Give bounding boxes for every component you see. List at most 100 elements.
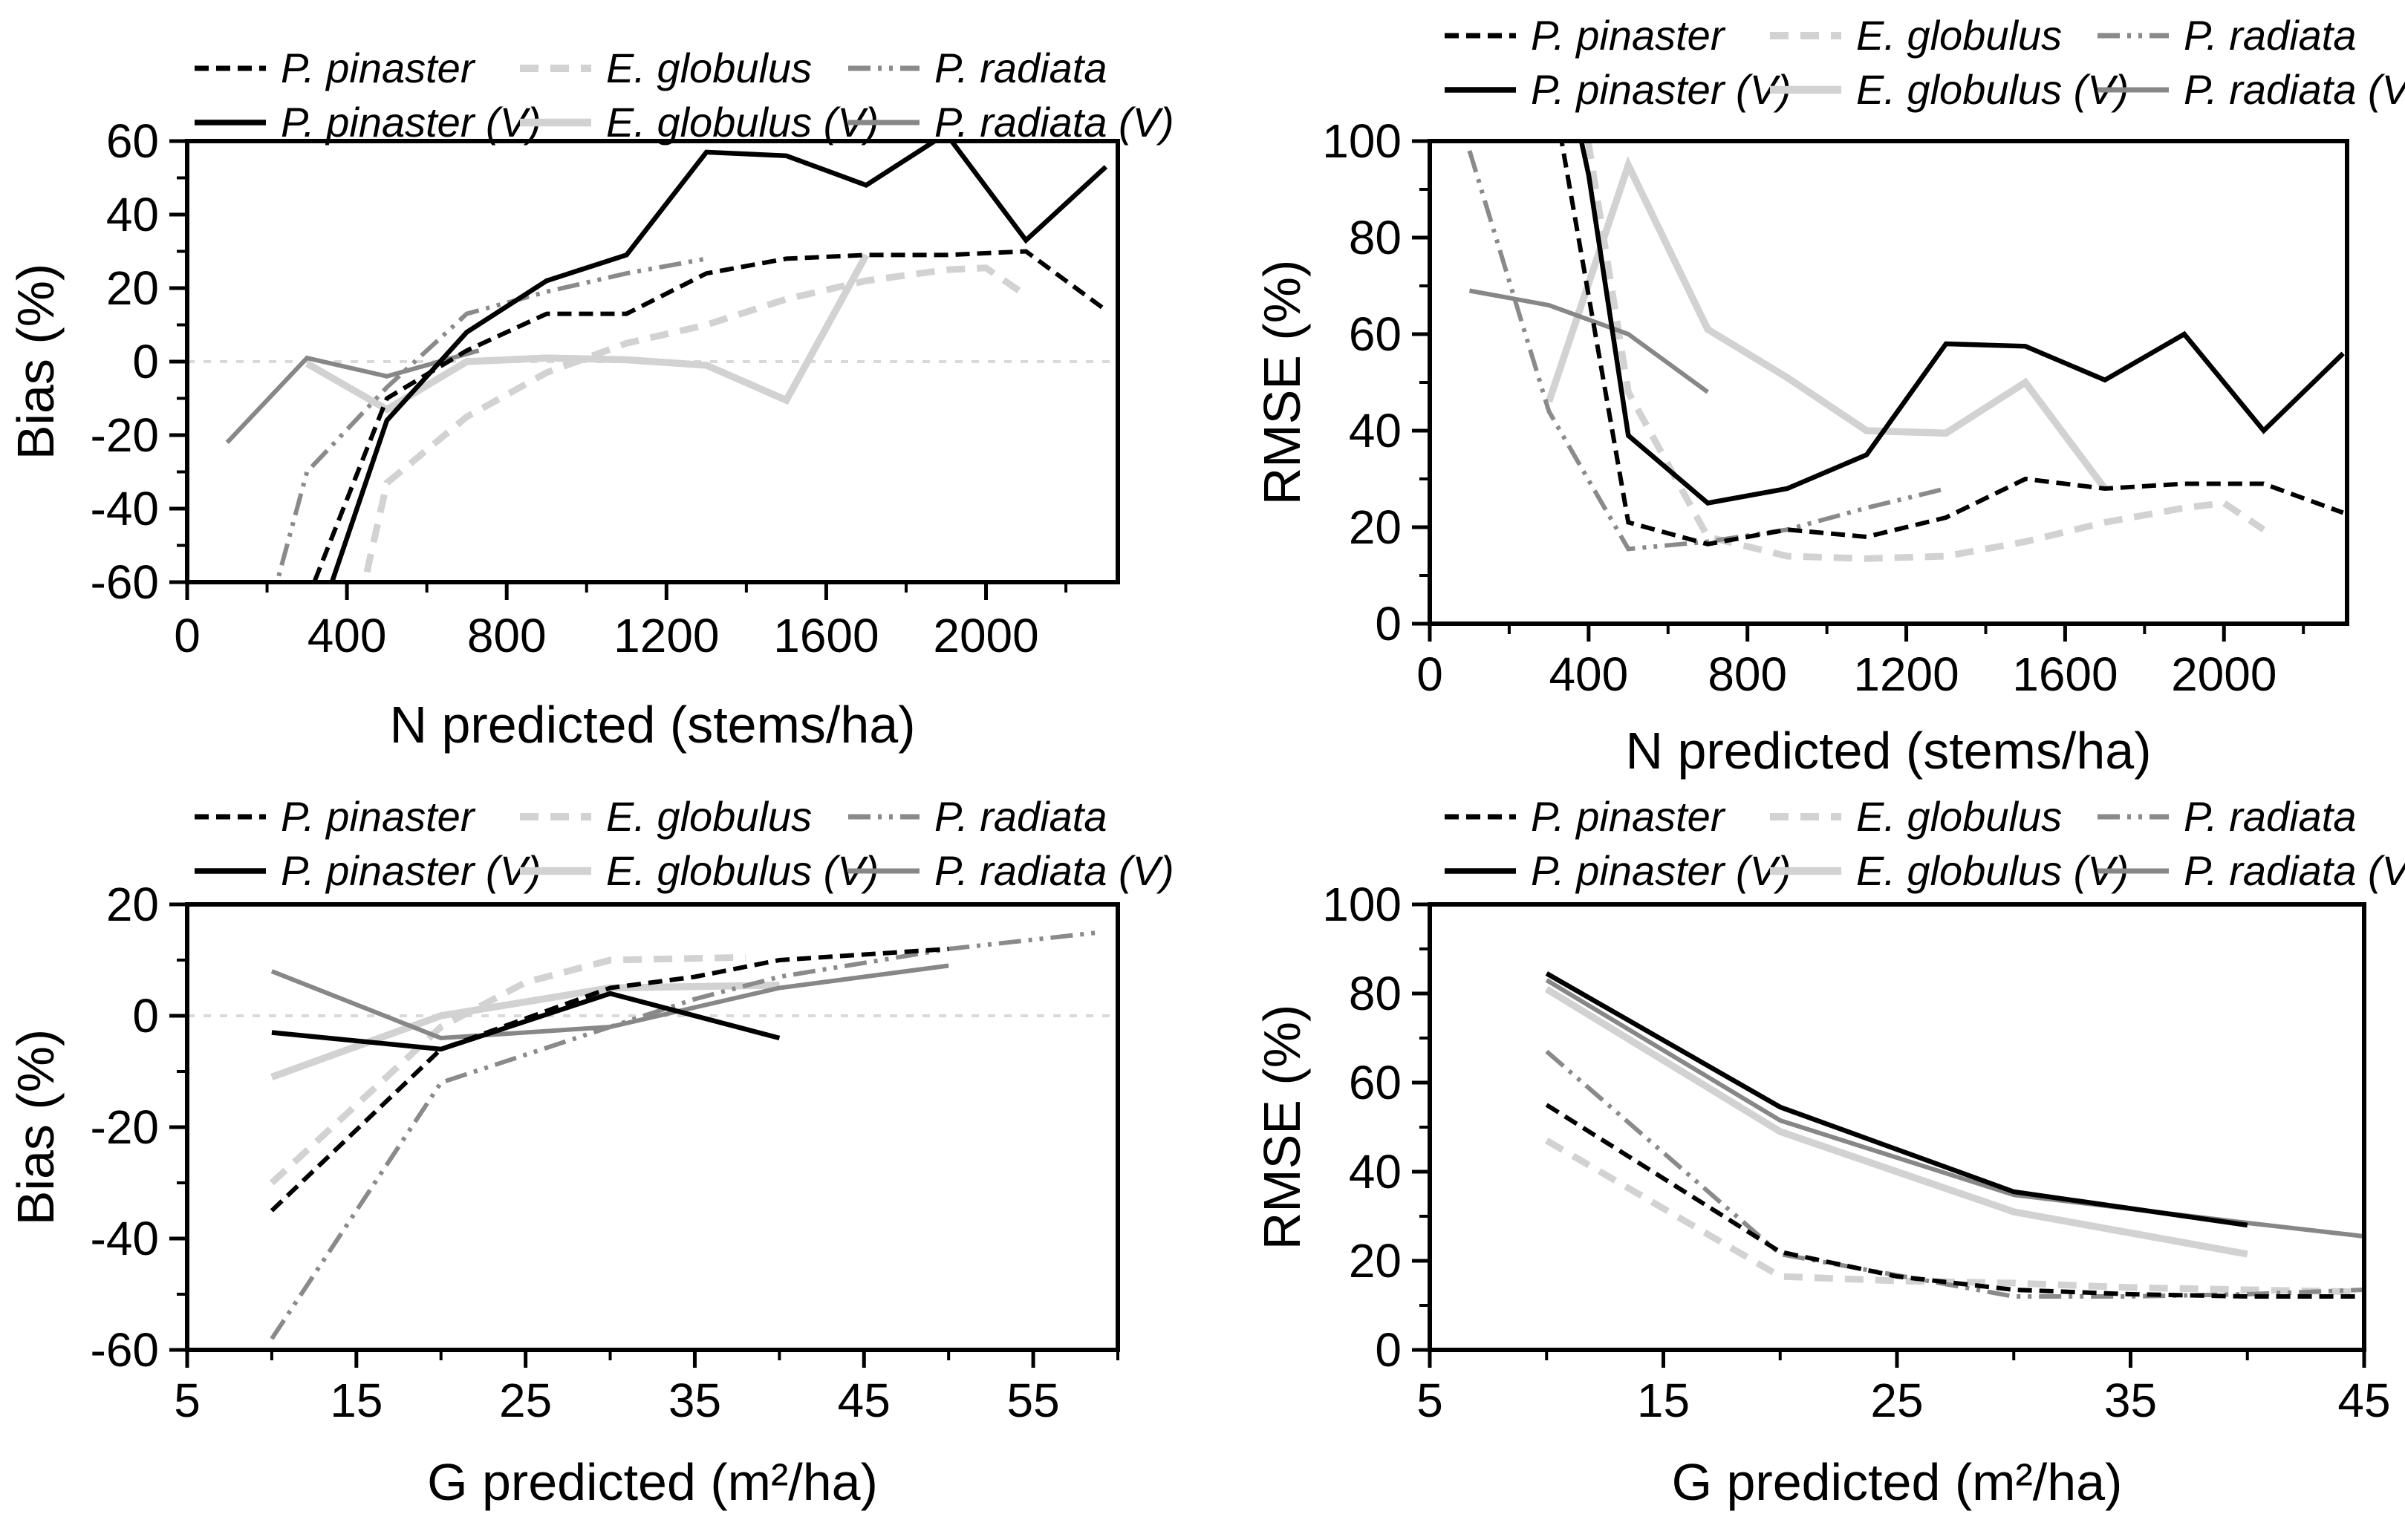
series-line-ppv-rmse-n	[1578, 141, 2345, 506]
y-axis-title: Bias (%)	[7, 1029, 65, 1225]
legend-label-pp: P. pinaster	[1531, 793, 1726, 840]
x-tick-label: 15	[330, 1374, 383, 1427]
legend-item-ppv: P. pinaster (V)	[195, 99, 541, 146]
y-tick-label: 40	[1349, 404, 1402, 457]
legend-item-prv: P. radiata (V)	[2098, 847, 2405, 894]
x-tick-label: 35	[668, 1374, 721, 1427]
legend-label-pr: P. radiata	[934, 793, 1107, 840]
x-tick-label: 25	[1870, 1374, 1923, 1427]
x-axis-title: N predicted (stems/ha)	[1625, 722, 2151, 780]
y-axis-title: RMSE (%)	[1253, 1005, 1311, 1250]
x-tick-label: 1600	[773, 609, 879, 662]
series-line-eg-bias-g	[269, 953, 746, 1186]
x-tick-label: 45	[838, 1374, 891, 1427]
y-tick-label: 0	[1375, 1323, 1402, 1377]
legend-item-pr: P. radiata	[2098, 793, 2356, 840]
legend-label-pp: P. pinaster	[281, 793, 476, 840]
legend-item-eg: E. globulus	[1770, 12, 2062, 59]
y-tick-label: -40	[91, 482, 160, 535]
x-tick-label: 5	[174, 1374, 201, 1427]
y-tick-label: 0	[132, 989, 159, 1043]
series-line-pr-rmse-g	[1545, 1049, 2364, 1299]
legend-item-ppv: P. pinaster (V)	[1445, 847, 1791, 894]
series-line-egv-bias-n	[305, 253, 870, 414]
x-tick-label: 5	[1416, 1374, 1443, 1427]
legend-item-pp: P. pinaster	[1445, 793, 1726, 840]
x-tick-label: 2000	[933, 609, 1038, 662]
series-line-pr-rmse-n	[1467, 150, 1947, 552]
x-axis-title: G predicted (m²/ha)	[1672, 1453, 2123, 1511]
legend-item-eg: E. globulus	[520, 45, 812, 91]
y-tick-label: -40	[91, 1212, 160, 1265]
y-tick-label: 0	[132, 335, 159, 388]
y-tick-label: -60	[91, 555, 160, 609]
series-line-pp-bias-n	[311, 249, 1107, 582]
panel-bias-n: 0 400 800 1200 1600 2000 60 40 20 0 -20 -40 -60 N pre…	[7, 45, 1174, 754]
series-line-egv-rmse-n	[1545, 155, 2108, 491]
series-line-ppv-rmse-g	[1545, 971, 2248, 1228]
x-tick-label: 400	[307, 609, 387, 662]
series-line-pp-rmse-g	[1545, 1103, 2364, 1299]
legend-label-egv: E. globulus (V)	[606, 847, 879, 894]
plot-frame	[185, 902, 1120, 1352]
legend-item-pr: P. radiata	[848, 793, 1107, 840]
legend-item-prv: P. radiata (V)	[848, 847, 1174, 894]
x-tick-label: 15	[1637, 1374, 1690, 1427]
x-tick-label: 25	[499, 1374, 552, 1427]
legend-label-pr: P. radiata	[934, 45, 1107, 91]
x-tick-label: 0	[1416, 647, 1443, 701]
legend-label-pr: P. radiata	[2184, 793, 2356, 840]
legend-label-pr: P. radiata	[2184, 12, 2356, 59]
legend-label-eg: E. globulus	[606, 793, 812, 840]
x-tick-label: 800	[1708, 647, 1787, 701]
legend-item-egv: E. globulus (V)	[520, 99, 879, 146]
legend-item-ppv: P. pinaster (V)	[1445, 66, 1791, 113]
y-tick-label: 20	[106, 261, 159, 315]
legend-item-pr: P. radiata	[848, 45, 1107, 91]
series-line-pr-bias-g	[270, 930, 1101, 1340]
y-tick-label: 60	[1349, 1056, 1402, 1109]
y-tick-label: 100	[1322, 878, 1402, 931]
y-tick-label: 80	[1349, 967, 1402, 1020]
y-tick-label: 20	[1349, 500, 1402, 554]
series-line-pp-bias-g	[270, 947, 949, 1213]
plot-frame	[1428, 902, 2366, 1352]
x-tick-label: 400	[1549, 647, 1628, 701]
x-axis-title: G predicted (m²/ha)	[427, 1453, 878, 1511]
x-tick-label: 1200	[614, 609, 719, 662]
legend-item-egv: E. globulus (V)	[520, 847, 879, 894]
series-line-eg-rmse-n	[1584, 141, 2266, 562]
series-line-egv-bias-g	[270, 982, 780, 1080]
legend-label-ppv: P. pinaster (V)	[281, 99, 541, 146]
x-tick-label: 1200	[1853, 647, 1959, 701]
series-line-prv-rmse-g	[1545, 978, 2364, 1239]
legend-label-eg: E. globulus	[606, 45, 812, 91]
x-tick-label: 45	[2337, 1374, 2390, 1427]
legend-label-pp: P. pinaster	[1531, 12, 1726, 59]
x-axis-title: N predicted (stems/ha)	[389, 696, 915, 754]
panel-rmse-g: 5 15 25 35 45 100 80 60 40 20 0 G predicted (m²/ha)…	[1253, 793, 2405, 1511]
series-line-egv-rmse-g	[1544, 985, 2248, 1258]
series-line-ppv-bias-n	[329, 141, 1108, 582]
series-line-ppv-bias-g	[271, 991, 781, 1052]
legend-item-eg: E. globulus	[520, 793, 812, 840]
legend-label-prv: P. radiata (V)	[934, 99, 1174, 146]
legend-label-eg: E. globulus	[1856, 12, 2062, 59]
legend-label-egv: E. globulus (V)	[606, 99, 879, 146]
legend-label-prv: P. radiata (V)	[2184, 66, 2405, 113]
y-tick-label: 80	[1349, 211, 1402, 264]
legend-item-prv: P. radiata (V)	[2098, 66, 2405, 113]
series-line-eg-bias-n	[361, 264, 1028, 582]
y-tick-label: 20	[106, 878, 159, 931]
y-tick-label: 60	[1349, 307, 1402, 361]
plot-frame	[1428, 139, 2349, 626]
x-tick-label: 0	[174, 609, 201, 662]
y-tick-label: 40	[106, 188, 159, 241]
legend-item-eg: E. globulus	[1770, 793, 2062, 840]
panel-bias-g: 5 15 25 35 45 55 20 0 -20 -40 -60 G predicted (m²/h…	[7, 793, 1174, 1511]
y-tick-label: -20	[91, 408, 160, 462]
legend-item-egv: E. globulus (V)	[1770, 847, 2129, 894]
x-tick-label: 1600	[2012, 647, 2118, 701]
